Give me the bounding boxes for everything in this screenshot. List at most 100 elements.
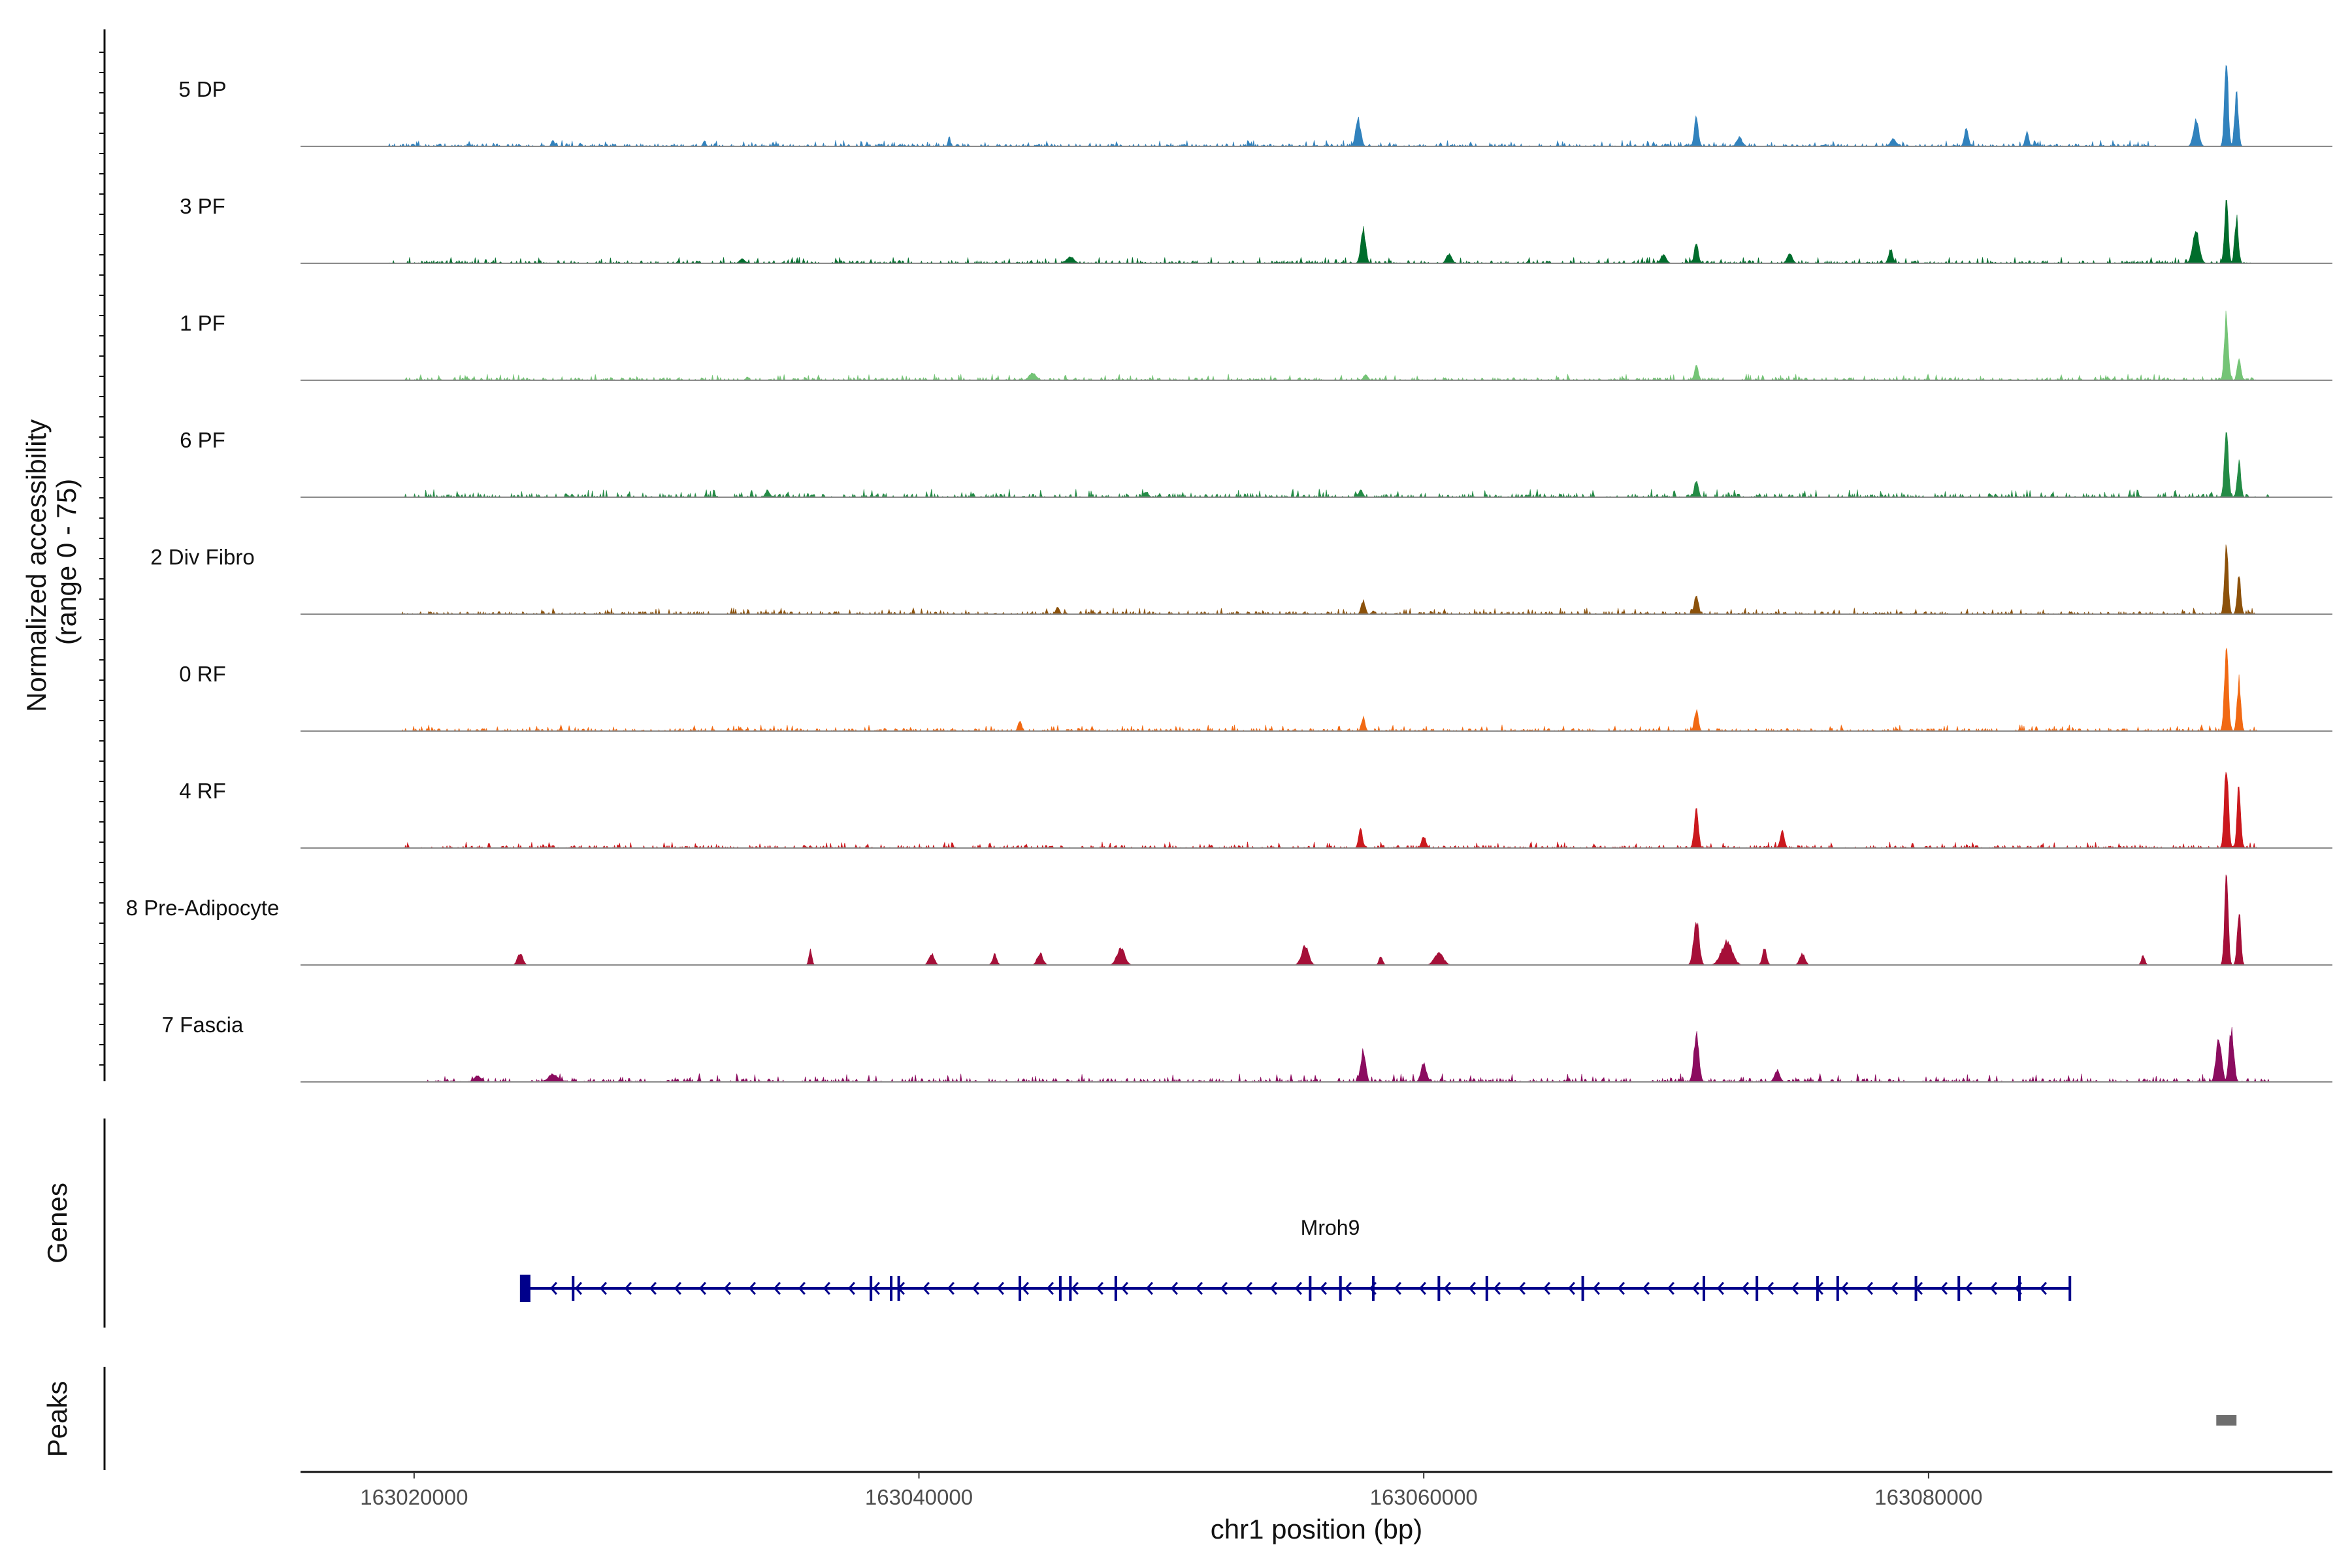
genes-track-title: Genes xyxy=(42,1183,73,1264)
strand-chevron xyxy=(1940,1282,1948,1295)
strand-chevron xyxy=(1443,1282,1451,1295)
exon xyxy=(1339,1276,1342,1301)
exon xyxy=(1114,1276,1117,1301)
y-axis-title-line-1: Normalized accessibility xyxy=(21,419,52,712)
track-label: 5 DP xyxy=(178,77,226,101)
strand-chevron xyxy=(1617,1282,1625,1295)
strand-chevron xyxy=(1642,1282,1650,1295)
coverage-area xyxy=(301,310,2332,382)
coverage-track: 4 RF xyxy=(179,772,2332,849)
track-label: 2 Div Fibro xyxy=(150,545,255,569)
strand-chevron xyxy=(1791,1282,1799,1295)
strand-chevron xyxy=(1220,1282,1228,1295)
strand-chevron xyxy=(996,1282,1004,1295)
strand-chevron xyxy=(1592,1282,1600,1295)
coverage-area xyxy=(301,200,2332,265)
coverage-area xyxy=(301,647,2332,732)
y-axis-title-line-2: (range 0 - 75) xyxy=(51,479,82,645)
coverage-tracks: 5 DP 3 PF 1 PF 6 PF 2 Div Fibro 0 RF 4 RF 8 Pre… xyxy=(126,65,2332,1083)
exon xyxy=(1816,1276,1819,1301)
strand-chevron xyxy=(1394,1282,1401,1295)
exon xyxy=(1058,1276,1062,1301)
strand-chevron xyxy=(1195,1282,1203,1295)
coverage-track: 0 RF xyxy=(179,647,2332,732)
peaks-track xyxy=(2216,1415,2237,1426)
strand-chevron xyxy=(574,1282,582,1295)
track-label: 3 PF xyxy=(180,194,225,218)
strand-chevron xyxy=(1145,1282,1153,1295)
strand-chevron xyxy=(847,1282,855,1295)
strand-chevron xyxy=(2039,1282,2047,1295)
strand-chevron xyxy=(1965,1282,1972,1295)
strand-chevron xyxy=(1567,1282,1575,1295)
coverage-area xyxy=(301,874,2332,966)
strand-chevron xyxy=(723,1282,731,1295)
exon xyxy=(1703,1276,1706,1301)
peaks-track-title: Peaks xyxy=(42,1381,73,1458)
coverage-track: 8 Pre-Adipocyte xyxy=(126,874,2332,966)
coverage-area xyxy=(301,65,2332,148)
strand-chevron xyxy=(972,1282,979,1295)
strand-chevron xyxy=(872,1282,880,1295)
strand-chevron xyxy=(1096,1282,1103,1295)
strand-chevron xyxy=(1344,1282,1352,1295)
strand-chevron xyxy=(1518,1282,1526,1295)
strand-chevron xyxy=(1890,1282,1898,1295)
strand-chevron xyxy=(1170,1282,1178,1295)
strand-chevron xyxy=(798,1282,806,1295)
exon xyxy=(1756,1276,1759,1301)
peak-region xyxy=(2216,1415,2237,1426)
strand-chevron xyxy=(1120,1282,1128,1295)
strand-chevron xyxy=(1667,1282,1674,1295)
exon xyxy=(1914,1276,1918,1301)
strand-chevron xyxy=(1865,1282,1873,1295)
strand-chevron xyxy=(922,1282,930,1295)
coverage-area xyxy=(301,432,2332,498)
strand-chevron xyxy=(1294,1282,1302,1295)
track-label: 7 Fascia xyxy=(162,1013,244,1037)
exon xyxy=(2017,1276,2021,1301)
strand-chevron xyxy=(1766,1282,1774,1295)
coverage-y-axis-title: Normalized accessibility (range 0 - 75) xyxy=(21,412,82,712)
strand-chevron xyxy=(1245,1282,1252,1295)
coverage-track: 7 Fascia xyxy=(162,1013,2332,1083)
exon xyxy=(1069,1276,1072,1301)
x-axis-ticks: 163020000 163040000 163060000 163080000 xyxy=(360,1472,1982,1509)
exon xyxy=(1309,1276,1312,1301)
strand-chevron xyxy=(1493,1282,1501,1295)
strand-chevron xyxy=(1989,1282,1997,1295)
track-label: 0 RF xyxy=(179,662,226,686)
coverage-area xyxy=(301,544,2332,615)
exon xyxy=(1485,1276,1488,1301)
strand-chevron xyxy=(1468,1282,1476,1295)
strand-chevron xyxy=(947,1282,955,1295)
strand-chevron xyxy=(599,1282,607,1295)
x-axis-tick-label: 163060000 xyxy=(1370,1485,1478,1509)
strand-chevron xyxy=(1071,1282,1079,1295)
strand-chevron xyxy=(1021,1282,1029,1295)
x-axis-tick-label: 163040000 xyxy=(865,1485,973,1509)
strand-chevron xyxy=(823,1282,830,1295)
strand-chevron xyxy=(748,1282,756,1295)
strand-chevron xyxy=(1319,1282,1327,1295)
strand-chevron xyxy=(549,1282,557,1295)
strand-chevron xyxy=(1269,1282,1277,1295)
track-label: 4 RF xyxy=(179,779,226,803)
strand-chevron xyxy=(649,1282,657,1295)
strand-chevron xyxy=(1543,1282,1550,1295)
strand-chevron xyxy=(624,1282,632,1295)
exon xyxy=(890,1276,893,1301)
strand-chevron xyxy=(1716,1282,1724,1295)
x-axis-title: chr1 position (bp) xyxy=(1211,1514,1423,1544)
exon xyxy=(1019,1276,1022,1301)
strand-chevron xyxy=(773,1282,781,1295)
exon xyxy=(1957,1276,1961,1301)
coverage-y-axis-ticks xyxy=(99,52,105,1066)
strand-chevron xyxy=(1840,1282,1848,1295)
strand-chevron xyxy=(698,1282,706,1295)
exon xyxy=(1437,1276,1441,1301)
exon xyxy=(572,1276,575,1301)
x-axis-tick-label: 163080000 xyxy=(1874,1485,1982,1509)
coverage-area xyxy=(301,772,2332,849)
